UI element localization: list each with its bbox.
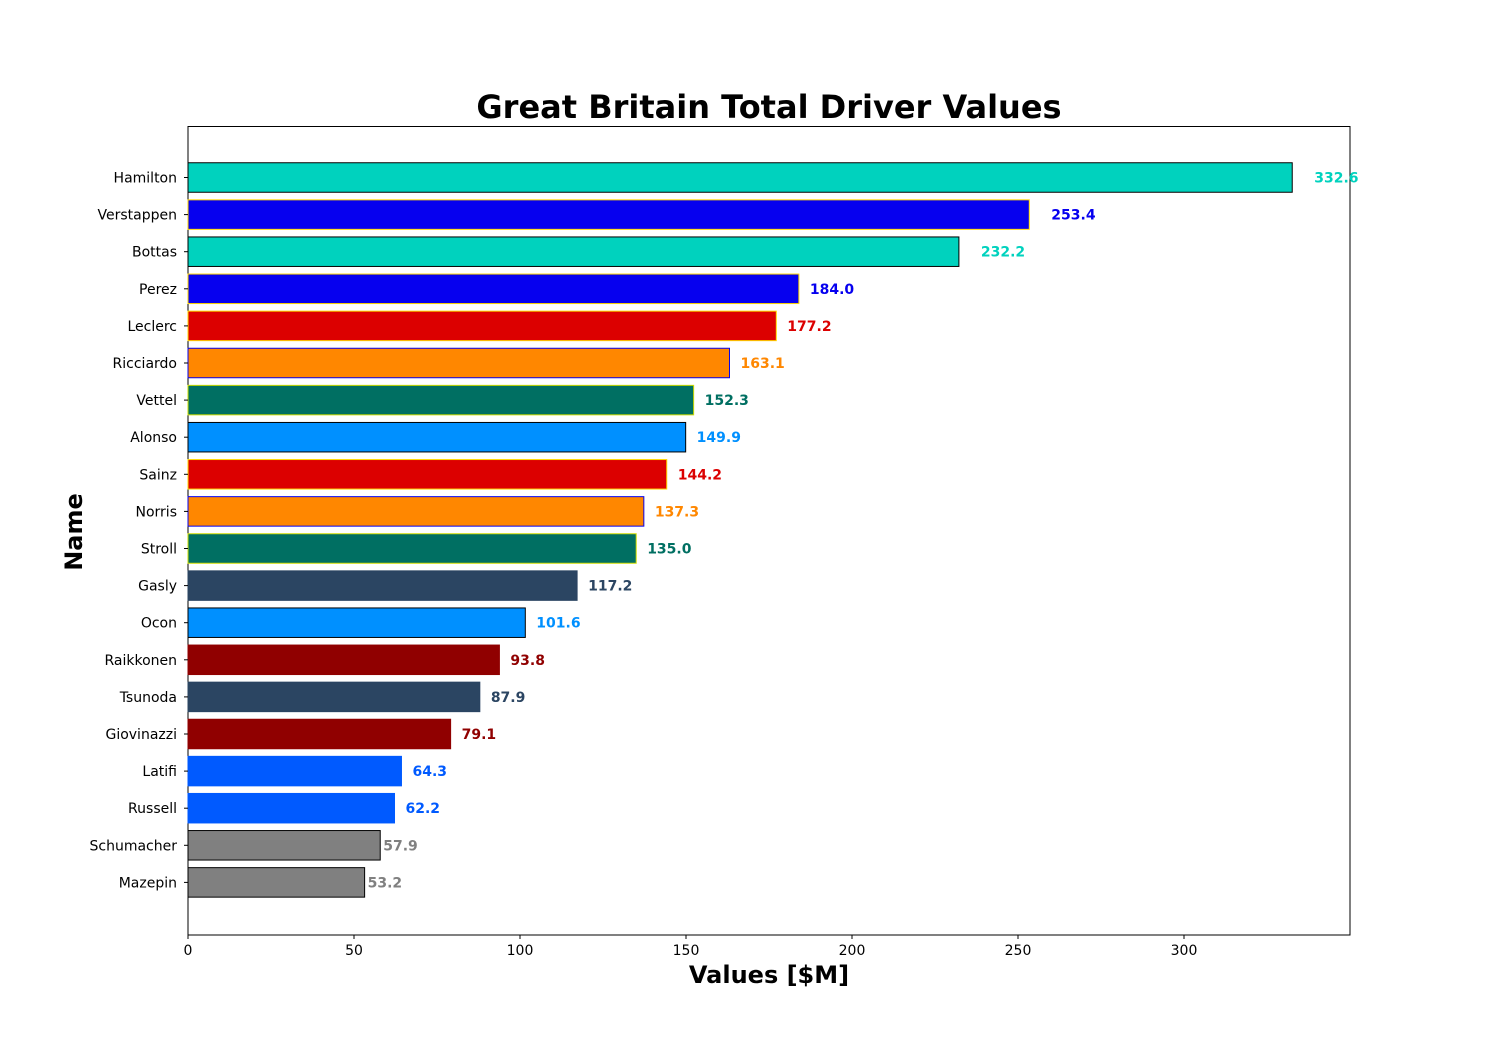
value-label-tsunoda: 87.9 bbox=[491, 690, 526, 706]
x-tick-label-250: 250 bbox=[1005, 943, 1032, 959]
value-label-sainz: 144.2 bbox=[678, 467, 722, 483]
bar-tsunoda bbox=[187, 681, 481, 713]
value-label-ocon: 101.6 bbox=[536, 616, 580, 632]
x-tick-label-0: 0 bbox=[184, 943, 193, 959]
bar-vettel bbox=[187, 384, 695, 416]
chart-title: Great Britain Total Driver Values bbox=[476, 88, 1061, 126]
x-tick-label-200: 200 bbox=[839, 943, 866, 959]
y-tick-label-vettel: Vettel bbox=[136, 393, 177, 409]
y-tick-label-schumacher: Schumacher bbox=[90, 838, 178, 854]
y-tick-label-bottas: Bottas bbox=[132, 245, 177, 261]
bar-giovinazzi bbox=[187, 718, 452, 750]
value-label-perez: 184.0 bbox=[810, 282, 855, 298]
value-label-mazepin: 53.2 bbox=[368, 875, 403, 891]
x-tick-label-150: 150 bbox=[673, 943, 700, 959]
bar-ricciardo bbox=[187, 347, 730, 379]
y-tick-label-perez: Perez bbox=[139, 282, 177, 298]
bar-mazepin bbox=[187, 867, 366, 898]
y-tick-label-mazepin: Mazepin bbox=[119, 875, 177, 891]
y-tick-label-stroll: Stroll bbox=[141, 542, 177, 558]
y-tick-label-verstappen: Verstappen bbox=[98, 208, 177, 224]
y-axis-label: Name bbox=[60, 493, 88, 571]
plot-area bbox=[187, 126, 1351, 936]
value-label-norris: 137.3 bbox=[655, 504, 699, 520]
bar-alonso bbox=[187, 421, 687, 453]
x-tick-label-300: 300 bbox=[1171, 943, 1198, 959]
value-label-latifi: 64.3 bbox=[412, 764, 447, 780]
bar-gasly bbox=[187, 570, 578, 601]
y-tick-label-sainz: Sainz bbox=[139, 467, 177, 483]
bar-latifi bbox=[187, 755, 402, 787]
x-tick-label-50: 50 bbox=[345, 943, 363, 959]
value-label-raikkonen: 93.8 bbox=[510, 653, 545, 669]
value-label-hamilton: 332.6 bbox=[1314, 171, 1358, 187]
bar-stroll bbox=[187, 533, 637, 564]
value-label-alonso: 149.9 bbox=[697, 430, 741, 446]
value-label-leclerc: 177.2 bbox=[787, 319, 831, 335]
bar-raikkonen bbox=[187, 644, 500, 676]
y-tick-label-russell: Russell bbox=[128, 801, 177, 817]
bar-sainz bbox=[187, 459, 668, 490]
value-label-verstappen: 253.4 bbox=[1051, 208, 1096, 224]
x-axis-label: Values [$M] bbox=[689, 961, 849, 989]
y-tick-label-hamilton: Hamilton bbox=[114, 171, 177, 187]
value-label-schumacher: 57.9 bbox=[383, 838, 418, 854]
bar-hamilton bbox=[187, 162, 1293, 193]
y-axis-ticks: Hamilton Verstappen Bottas Perez Leclerc Ricc… bbox=[90, 171, 188, 891]
y-tick-label-ricciardo: Ricciardo bbox=[113, 356, 177, 372]
y-tick-label-raikkonen: Raikkonen bbox=[104, 653, 177, 669]
y-tick-label-ocon: Ocon bbox=[141, 616, 177, 632]
value-label-bottas: 232.2 bbox=[981, 245, 1025, 261]
bar-ocon bbox=[187, 607, 526, 638]
x-tick-label-100: 100 bbox=[507, 943, 534, 959]
value-label-stroll: 135.0 bbox=[647, 542, 692, 558]
value-label-gasly: 117.2 bbox=[588, 579, 632, 595]
bars-group bbox=[187, 162, 1293, 898]
bar-perez bbox=[187, 273, 800, 305]
y-tick-label-giovinazzi: Giovinazzi bbox=[105, 727, 177, 743]
bar-schumacher bbox=[187, 830, 381, 861]
value-label-russell: 62.2 bbox=[406, 801, 441, 817]
x-axis-ticks: 0 50 100 150 200 250 300 bbox=[184, 935, 1198, 959]
bar-leclerc bbox=[187, 310, 777, 342]
bar-norris bbox=[187, 496, 645, 527]
bar-verstappen bbox=[187, 199, 1030, 230]
y-tick-label-tsunoda: Tsunoda bbox=[119, 690, 177, 706]
value-labels-group: 332.6 253.4 232.2 184.0 177.2 163.1 152.3 149.9… bbox=[368, 171, 1359, 892]
y-tick-label-alonso: Alonso bbox=[130, 430, 177, 446]
y-tick-label-norris: Norris bbox=[136, 504, 178, 520]
y-tick-label-leclerc: Leclerc bbox=[127, 319, 177, 335]
value-label-giovinazzi: 79.1 bbox=[462, 727, 497, 743]
bar-russell bbox=[187, 792, 396, 824]
y-tick-label-latifi: Latifi bbox=[142, 764, 177, 780]
value-label-vettel: 152.3 bbox=[705, 393, 749, 409]
value-label-ricciardo: 163.1 bbox=[740, 356, 784, 372]
bar-bottas bbox=[187, 236, 960, 267]
y-tick-label-gasly: Gasly bbox=[138, 579, 177, 595]
